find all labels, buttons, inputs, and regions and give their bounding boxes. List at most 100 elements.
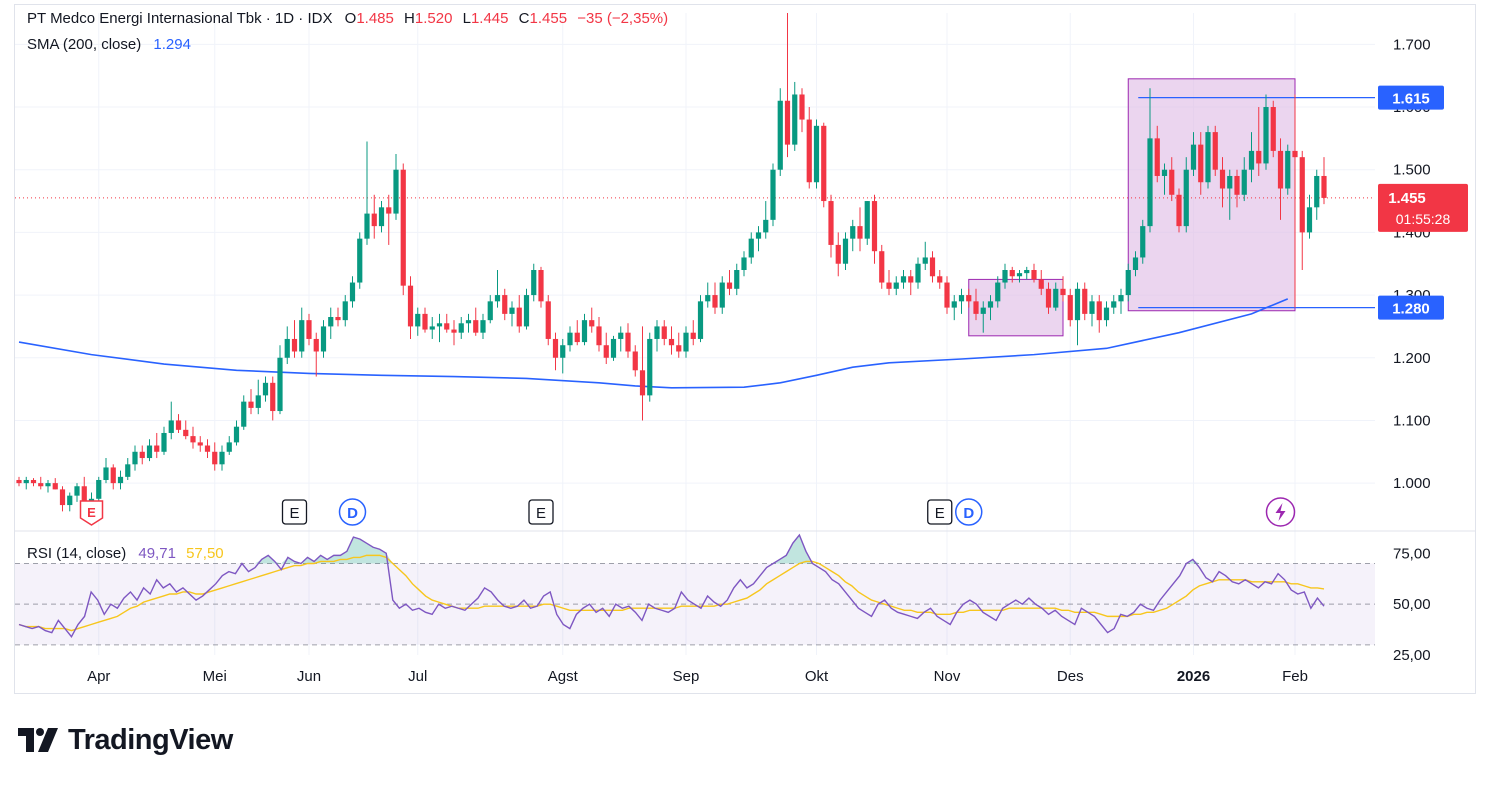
candle-body	[610, 338, 617, 358]
candle-body	[560, 345, 566, 358]
candle-body	[1125, 270, 1131, 296]
candle-body	[777, 100, 783, 170]
tradingview-logo[interactable]: TradingView	[18, 722, 233, 758]
candle-body	[995, 282, 1001, 302]
candle-body	[1241, 169, 1247, 195]
earnings-event-marker	[281, 499, 308, 525]
candle-body	[632, 351, 638, 371]
candle-body	[328, 317, 334, 327]
candle-body	[212, 451, 218, 465]
candle-body	[38, 483, 44, 487]
candle-body	[465, 320, 472, 324]
last-price-tag	[1378, 183, 1468, 232]
candle-body	[23, 479, 29, 484]
candle-body	[335, 317, 341, 321]
candle-body	[16, 479, 22, 484]
ohlc-low-value: 1.445	[470, 10, 509, 27]
candle-body	[52, 483, 58, 490]
level-price-label: 1.615	[1392, 91, 1430, 108]
sma-value: 1.294	[153, 36, 191, 53]
candle-body	[545, 301, 551, 339]
earnings-event-marker	[528, 499, 554, 525]
candle-body	[1132, 257, 1139, 270]
candle-body	[473, 320, 479, 333]
sma-label: SMA (200, close)	[27, 36, 142, 53]
ohlc-open-label: O	[344, 10, 357, 27]
candle-body	[625, 332, 631, 352]
candle-body	[879, 251, 885, 283]
candle-body	[813, 125, 820, 183]
candle-body	[589, 320, 595, 327]
interval[interactable]: 1D	[274, 10, 295, 27]
rsi-ma-line	[18, 554, 1325, 632]
candle-body	[1154, 138, 1160, 176]
candle-body	[1082, 288, 1088, 314]
candle-body	[784, 100, 791, 145]
candle-body	[204, 445, 211, 452]
candle-body	[1009, 270, 1015, 277]
candle-body	[915, 263, 921, 283]
ohlc-close-value: 1.455	[529, 10, 568, 27]
candle-body	[748, 238, 754, 258]
candle-body	[393, 169, 399, 214]
candle-body	[719, 282, 725, 308]
candle-body	[255, 395, 261, 408]
candle-body	[1299, 157, 1305, 233]
candle-body	[371, 213, 377, 227]
candle-body	[886, 282, 892, 289]
chart-frame[interactable]: 1.0001.1001.2001.3001.4001.5001.6001.700…	[14, 4, 1476, 694]
candle-body	[690, 332, 696, 339]
candle-body	[705, 295, 711, 302]
symbol-name[interactable]: PT Medco Energi Internasional Tbk	[27, 10, 262, 27]
candle-body	[1067, 295, 1073, 321]
candle-body	[422, 313, 428, 330]
rsi-axis-tick: 75,00	[1393, 545, 1431, 562]
candle-body	[81, 486, 87, 502]
earnings-event-marker	[79, 500, 104, 526]
candle-body	[1190, 144, 1197, 170]
price-axis-tick: 1.100	[1393, 412, 1431, 429]
candle-body	[117, 476, 124, 484]
candle-body	[864, 201, 870, 239]
candle-body	[183, 429, 189, 437]
sma-legend[interactable]: SMA (200, close) 1.294	[27, 36, 191, 53]
candle-body	[1024, 270, 1030, 274]
candle-body	[1176, 194, 1182, 227]
candle-body	[502, 295, 508, 314]
candle-body	[175, 420, 182, 430]
candle-body	[1256, 150, 1262, 164]
time-axis-label: Jun	[297, 668, 321, 685]
candle-body	[842, 238, 849, 264]
ohlc-low-label: L	[462, 10, 471, 27]
candle-body	[639, 370, 646, 396]
candle-body	[270, 382, 276, 412]
range-rectangle	[1127, 78, 1296, 312]
candle-body	[67, 495, 73, 506]
candle-body	[146, 445, 153, 459]
candle-body	[451, 329, 457, 333]
candle-body	[828, 201, 834, 245]
candle-body	[103, 467, 109, 480]
candle-body	[190, 436, 196, 443]
lightning-icon	[1275, 503, 1286, 521]
price-axis-tick: 1.200	[1393, 350, 1431, 367]
earnings-event-label: E	[289, 505, 299, 522]
candle-body	[132, 451, 138, 465]
candle-body	[1285, 150, 1291, 189]
candle-body	[893, 282, 899, 289]
candle-body	[1016, 273, 1023, 277]
candle-body	[1031, 270, 1037, 280]
level-price-label: 1.280	[1392, 301, 1430, 318]
candle-body	[538, 270, 544, 302]
candle-body	[487, 301, 493, 321]
candle-body	[676, 345, 682, 352]
candle-body	[937, 276, 943, 283]
ohlc-high-value: 1.520	[414, 10, 453, 27]
price-axis-tick: 1.000	[1393, 475, 1431, 492]
time-axis-label: 2026	[1177, 668, 1210, 685]
exchange: IDX	[307, 10, 333, 27]
candle-body	[357, 238, 363, 283]
chart-canvas[interactable]: 1.0001.1001.2001.3001.4001.5001.6001.700…	[15, 5, 1475, 693]
price-axis-tick: 1.500	[1393, 162, 1431, 179]
rsi-legend[interactable]: RSI (14, close) 49,71 57,50	[27, 545, 224, 562]
